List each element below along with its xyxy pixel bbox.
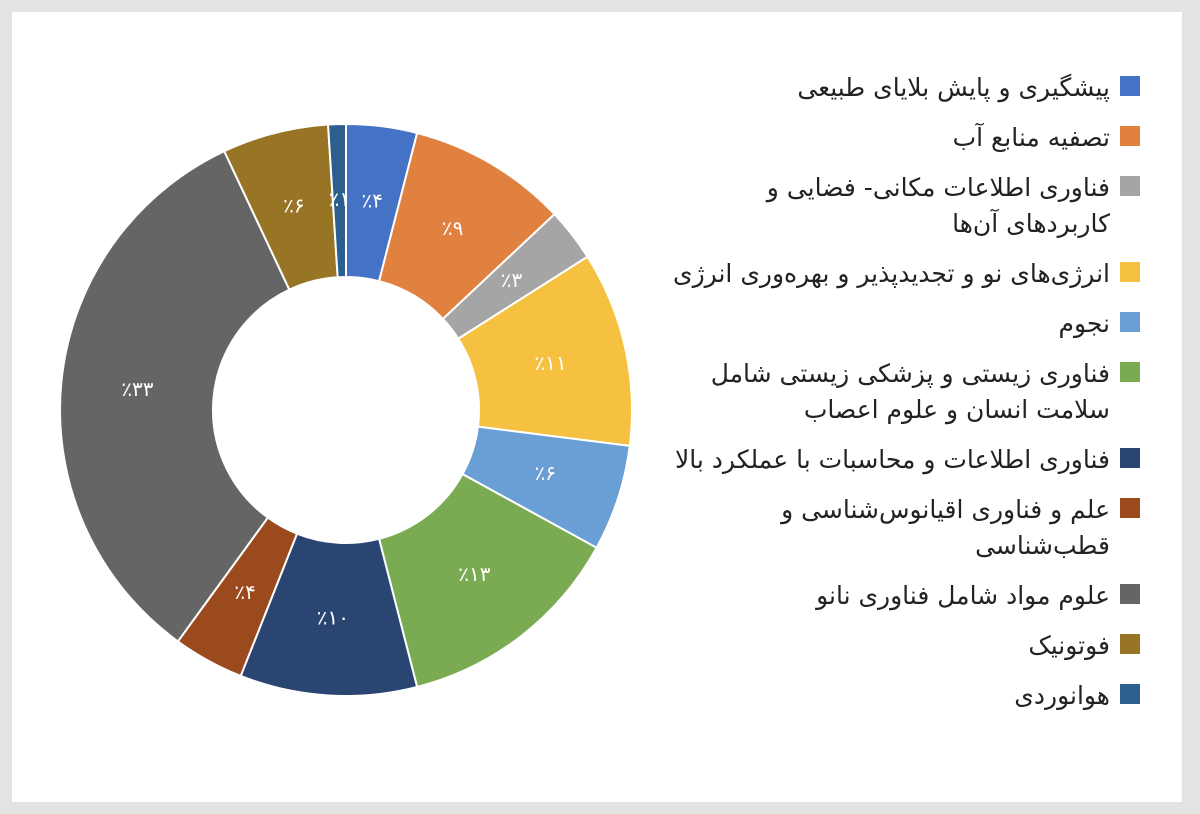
donut-slice (377, 472, 598, 689)
data-label: ٪۴ (362, 189, 383, 213)
legend-item: انرژی‌های نو و تجدیدپذیر و بهره‌وری انرژ… (670, 256, 1140, 292)
legend-label: تصفیه منابع آب (952, 123, 1110, 152)
data-label: ٪۳ (501, 268, 523, 292)
legend-label: انرژی‌های نو و تجدیدپذیر و بهره‌وری انرژ… (673, 259, 1110, 288)
data-label: ٪۶ (535, 461, 556, 485)
legend-swatch (1120, 262, 1140, 282)
legend-label: پیشگیری و پایش بلایای طبیعی (797, 73, 1110, 102)
legend-item: هوانوردی (670, 678, 1140, 714)
data-label: ٪۱۰ (317, 606, 349, 630)
legend-item: فناوری اطلاعات مکانی- فضایی و کاربردهای … (670, 170, 1140, 242)
chart: ٪۴ ٪۹ ٪۳ ٪۱۱ ٪۶ ٪۱۳ ٪۱۰ ٪۴ ٪۳۳ ٪۶ ٪۱ (59, 122, 633, 697)
legend-swatch (1120, 448, 1140, 468)
data-label: ٪۶ (283, 194, 304, 218)
legend-item: علم و فناوری اقیانوس‌شناسی و قطب‌شناسی (670, 492, 1140, 564)
data-label: ٪۱ (329, 187, 350, 211)
legend-label: نجوم (1058, 309, 1111, 338)
legend-swatch (1120, 634, 1140, 654)
legend-label: علم و فناوری اقیانوس‌شناسی و قطب‌شناسی (781, 495, 1110, 560)
legend-swatch (1120, 176, 1140, 196)
legend-item: نجوم (670, 306, 1140, 342)
legend-item: علوم مواد شامل فناوری نانو (670, 578, 1140, 614)
legend-item: فناوری اطلاعات و محاسبات با عملکرد بالا (670, 442, 1140, 478)
donut-slice (326, 122, 347, 279)
legend-label: علوم مواد شامل فناوری نانو (816, 581, 1110, 610)
data-label: ٪۱۳ (458, 562, 490, 586)
legend-label: فناوری اطلاعات و محاسبات با عملکرد بالا (675, 445, 1110, 474)
legend-label: فوتونیک (1028, 631, 1110, 660)
data-label: ٪۹ (442, 216, 463, 240)
legend: پیشگیری و پایش بلایای طبیعی تصفیه منابع آ… (670, 70, 1140, 728)
legend-item: پیشگیری و پایش بلایای طبیعی (670, 70, 1140, 106)
legend-swatch (1120, 126, 1140, 146)
legend-label: فناوری زیستی و پزشکی زیستی شامل سلامت ان… (710, 359, 1110, 424)
legend-swatch (1120, 312, 1140, 332)
legend-swatch (1120, 684, 1140, 704)
panel: ٪۴ ٪۹ ٪۳ ٪۱۱ ٪۶ ٪۱۳ ٪۱۰ ٪۴ ٪۳۳ ٪۶ ٪۱ پیشگیری و پای… (12, 12, 1182, 802)
legend-item: فناوری زیستی و پزشکی زیستی شامل سلامت ان… (670, 356, 1140, 428)
legend-swatch (1120, 498, 1140, 518)
donut-slice (59, 149, 291, 643)
legend-label: فناوری اطلاعات مکانی- فضایی و کاربردهای … (766, 173, 1110, 238)
data-label: ٪۱۱ (534, 351, 566, 375)
legend-label: هوانوردی (1014, 681, 1110, 710)
legend-swatch (1120, 362, 1140, 382)
legend-item: تصفیه منابع آب (670, 120, 1140, 156)
legend-swatch (1120, 76, 1140, 96)
donut-slice (456, 255, 633, 447)
legend-item: فوتونیک (670, 628, 1140, 664)
data-label: ٪۳۳ (121, 377, 153, 401)
legend-swatch (1120, 584, 1140, 604)
data-label: ٪۴ (234, 580, 255, 604)
